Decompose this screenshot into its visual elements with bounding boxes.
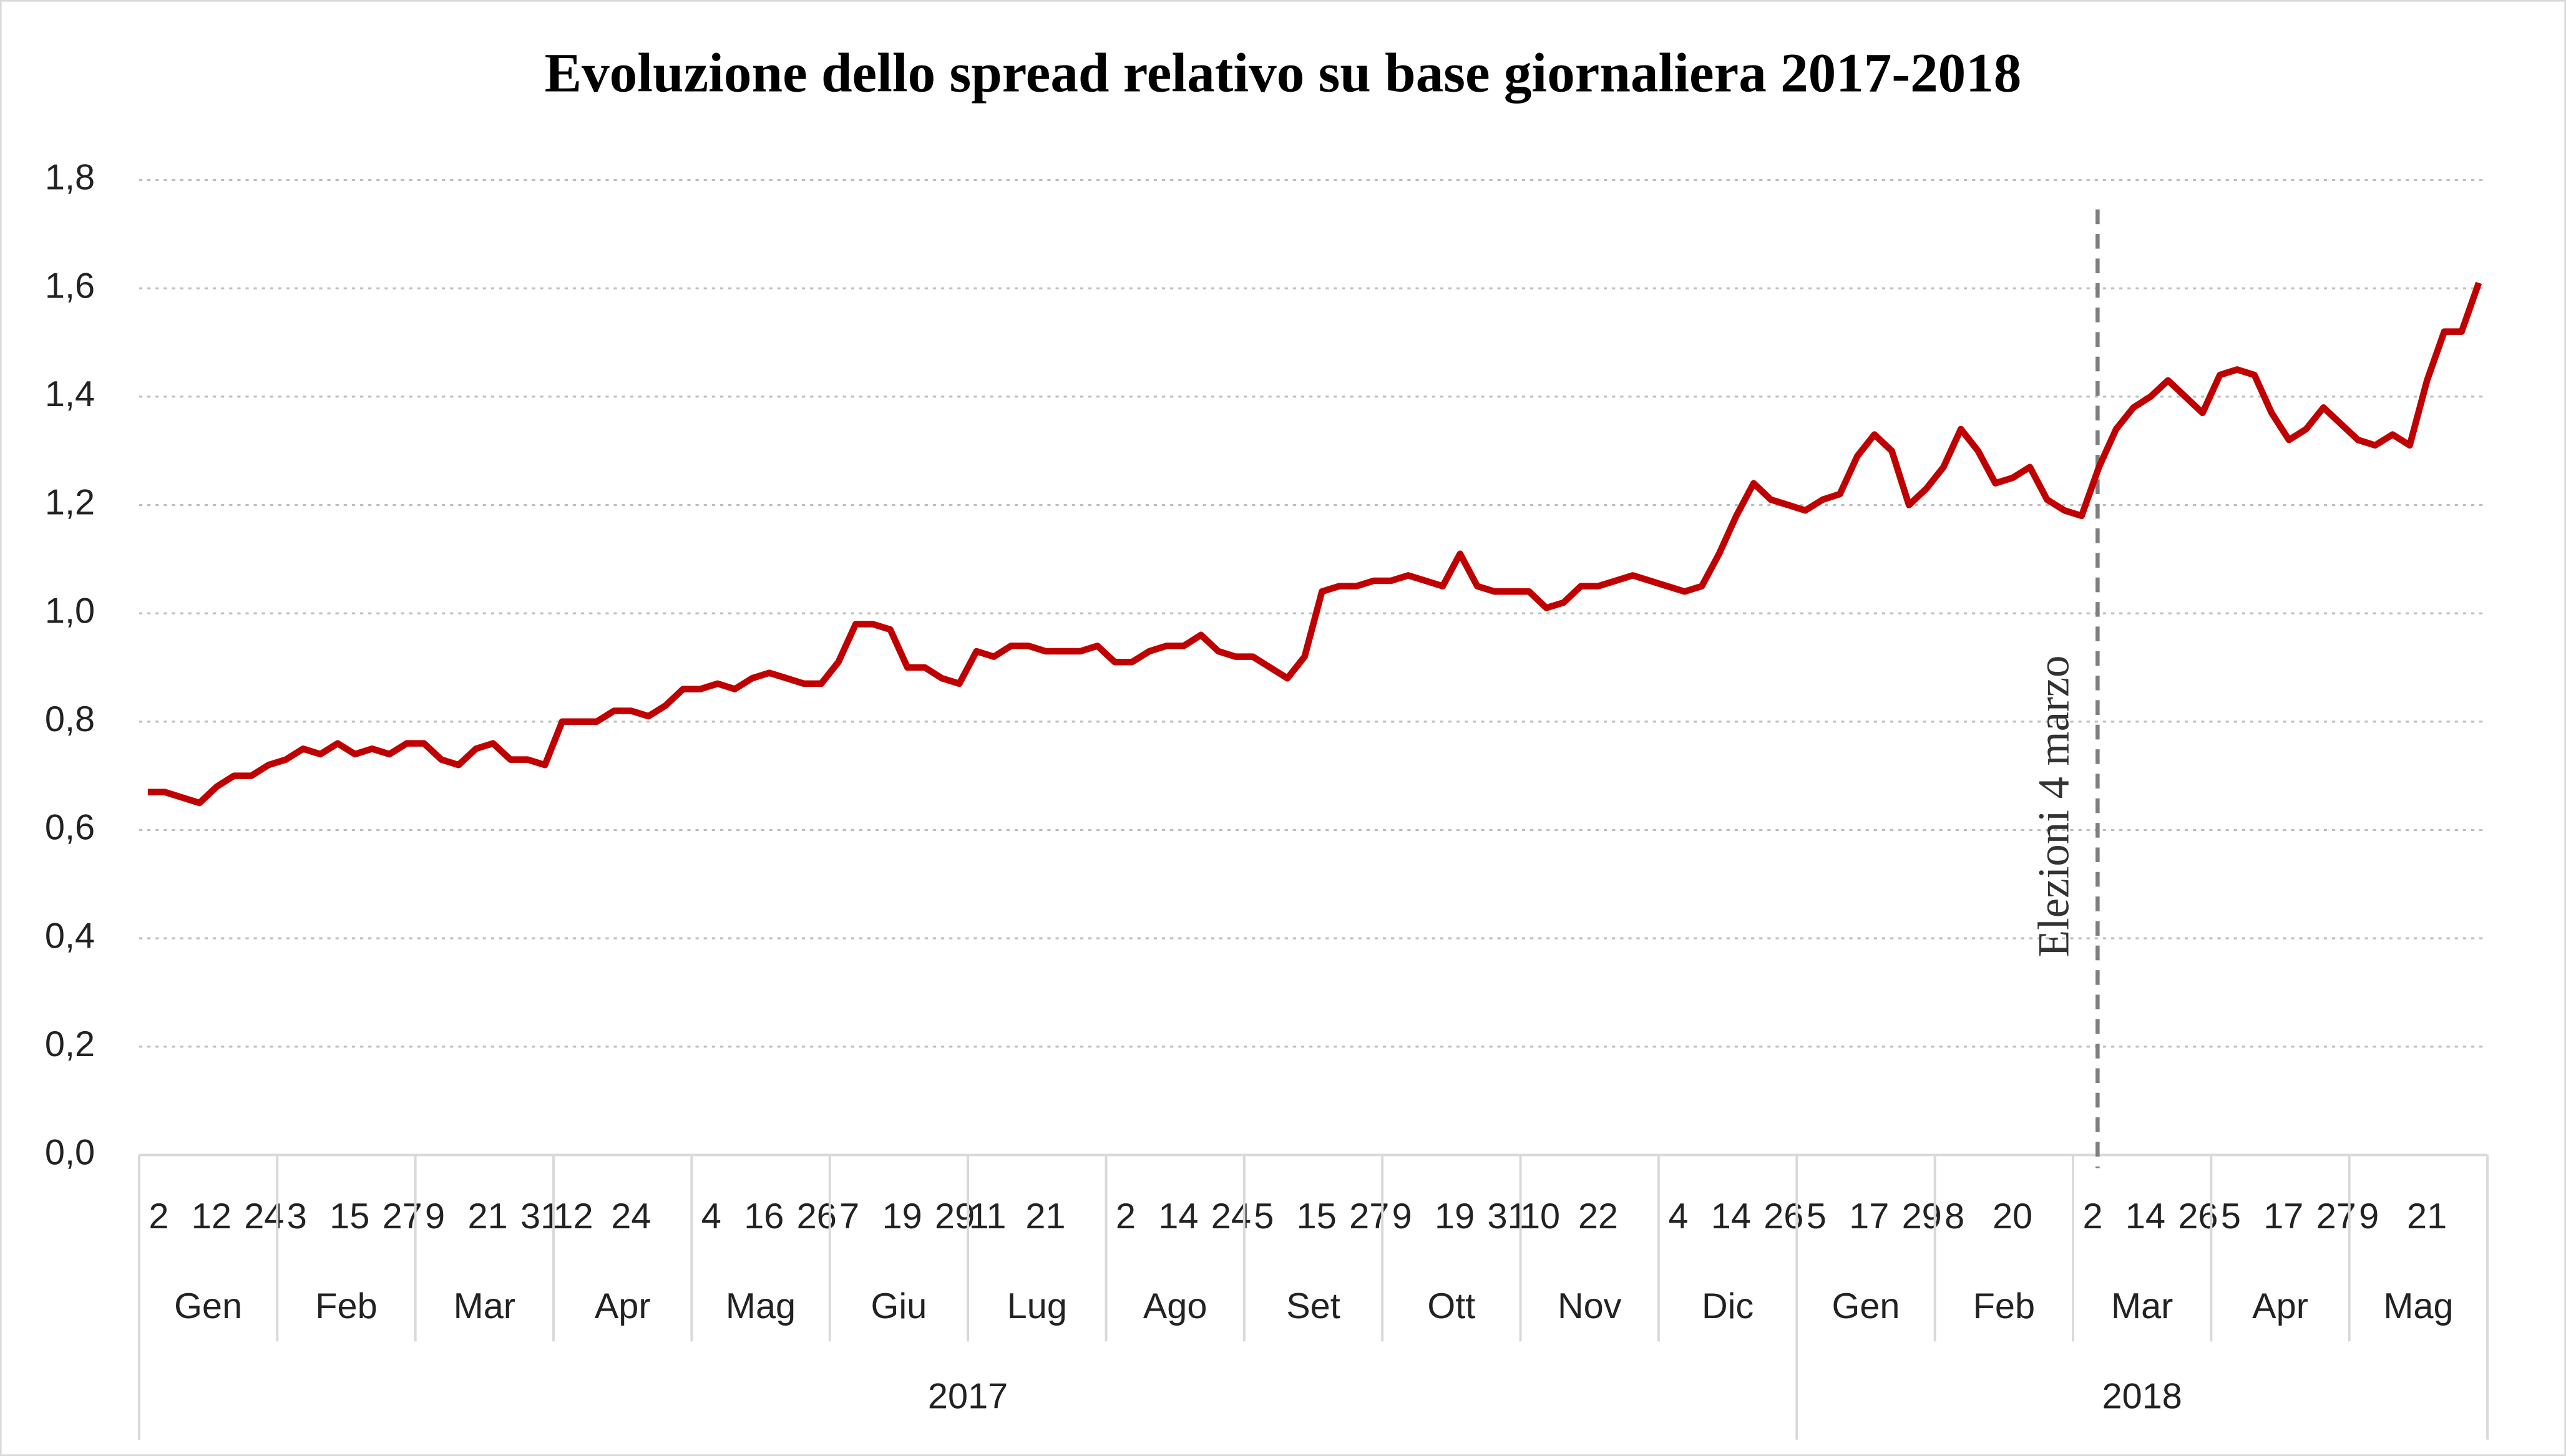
day-label: 22 xyxy=(1578,1196,1618,1236)
month-label: Mag xyxy=(726,1286,796,1326)
y-tick-label: 0,6 xyxy=(45,808,95,848)
day-label: 14 xyxy=(2125,1196,2165,1236)
chart-title: Evoluzione dello spread relativo su base… xyxy=(545,42,2022,104)
month-label: Dic xyxy=(1702,1286,1754,1326)
day-label: 14 xyxy=(1711,1196,1751,1236)
day-label: 15 xyxy=(1297,1196,1337,1236)
y-tick-label: 1,0 xyxy=(45,591,95,631)
y-tick-label: 0,0 xyxy=(45,1133,95,1173)
event-label: Elezioni 4 marzo xyxy=(2030,656,2079,958)
day-label: 5 xyxy=(2221,1196,2241,1236)
month-label: Feb xyxy=(1973,1286,2035,1326)
day-label: 20 xyxy=(1993,1196,2032,1236)
day-label: 21 xyxy=(467,1196,507,1236)
y-tick-label: 1,2 xyxy=(45,483,95,523)
month-label: Nov xyxy=(1558,1286,1622,1326)
day-label: 7 xyxy=(839,1196,859,1236)
month-label: Mar xyxy=(2111,1286,2173,1326)
day-label: 2 xyxy=(2082,1196,2102,1236)
day-label: 5 xyxy=(1254,1196,1274,1236)
y-tick-label: 1,8 xyxy=(45,158,95,198)
month-label: Gen xyxy=(174,1286,242,1326)
month-label: Lug xyxy=(1007,1286,1067,1326)
day-label: 14 xyxy=(1158,1196,1198,1236)
month-label: Ott xyxy=(1427,1286,1475,1326)
day-label: 2 xyxy=(149,1196,168,1236)
day-label: 21 xyxy=(2407,1196,2447,1236)
day-label: 9 xyxy=(425,1196,445,1236)
day-label: 3 xyxy=(287,1196,307,1236)
day-label: 9 xyxy=(2359,1196,2379,1236)
y-tick-label: 0,8 xyxy=(45,699,95,739)
y-tick-label: 0,2 xyxy=(45,1024,95,1064)
month-label: Apr xyxy=(595,1286,651,1326)
y-tick-label: 1,6 xyxy=(45,266,95,306)
month-label: Mar xyxy=(454,1286,515,1326)
day-label: 12 xyxy=(553,1196,593,1236)
day-label: 4 xyxy=(1668,1196,1688,1236)
day-label: 17 xyxy=(2263,1196,2303,1236)
day-label: 2 xyxy=(1116,1196,1136,1236)
month-label: Apr xyxy=(2252,1286,2308,1326)
day-label: 4 xyxy=(701,1196,721,1236)
day-label: 17 xyxy=(1849,1196,1889,1236)
month-label: Ago xyxy=(1143,1286,1207,1326)
day-label: 9 xyxy=(1392,1196,1412,1236)
day-label: 19 xyxy=(882,1196,922,1236)
y-tick-label: 0,4 xyxy=(45,916,95,956)
year-label: 2018 xyxy=(2102,1376,2182,1416)
day-label: 8 xyxy=(1944,1196,1964,1236)
data-line xyxy=(147,281,2482,807)
day-label: 5 xyxy=(1807,1196,1827,1236)
month-label: Set xyxy=(1286,1286,1340,1326)
year-label: 2017 xyxy=(928,1376,1008,1416)
day-label: 15 xyxy=(329,1196,369,1236)
month-label: Giu xyxy=(871,1286,927,1326)
y-tick-label: 1,4 xyxy=(45,374,95,414)
day-label: 24 xyxy=(611,1196,651,1236)
month-label: Feb xyxy=(315,1286,377,1326)
day-label: 16 xyxy=(744,1196,784,1236)
day-label: 11 xyxy=(969,1196,1007,1236)
day-label: 10 xyxy=(1520,1196,1560,1236)
day-label: 19 xyxy=(1435,1196,1475,1236)
day-label: 12 xyxy=(192,1196,232,1236)
day-label: 21 xyxy=(1025,1196,1065,1236)
month-label: Gen xyxy=(1832,1286,1900,1326)
month-label: Mag xyxy=(2383,1286,2453,1326)
